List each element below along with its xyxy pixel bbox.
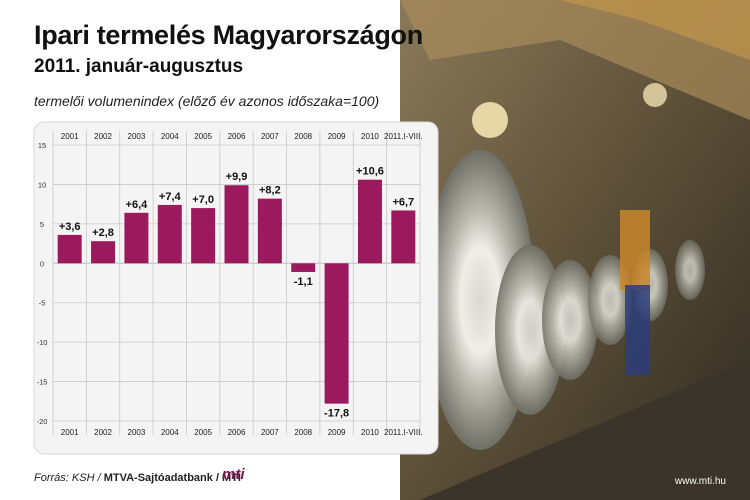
x-tick-label-top: 2005	[194, 132, 212, 141]
x-tick-label-top: 2001	[61, 132, 79, 141]
y-tick-label: 5	[40, 220, 44, 229]
source-bold: MTVA-Sajtóadatbank / MTI	[103, 472, 241, 484]
y-tick-label: -15	[37, 378, 48, 387]
x-tick-label-bottom: 2005	[194, 428, 212, 437]
data-label: +7,4	[159, 191, 182, 203]
data-label: +10,6	[356, 166, 384, 178]
bar	[224, 185, 249, 264]
bar	[257, 198, 282, 264]
bar	[391, 210, 416, 264]
data-label: -1,1	[294, 276, 313, 288]
x-tick-label-top: 2003	[128, 132, 146, 141]
data-label: +7,0	[192, 194, 214, 206]
data-label: +3,6	[59, 221, 81, 233]
x-tick-label-top: 2008	[294, 132, 312, 141]
chart-data-labels: +3,6 +2,8 +6,4 +7,4 +7,0 +9,9 +8,2 -1,1 -17,8 +10…	[59, 166, 414, 420]
chart-title: Ipari termelés Magyarországon	[34, 20, 423, 50]
x-tick-label-bottom: 2007	[261, 428, 279, 437]
mti-logo: mti	[222, 466, 245, 483]
website-link: www.mti.hu	[674, 476, 726, 487]
data-label: +8,2	[259, 185, 281, 197]
x-tick-label-top: 2010	[361, 132, 379, 141]
x-tick-label-top: 2002	[94, 132, 112, 141]
bar	[324, 263, 349, 404]
chart-y-axis: 15 10 5 0 -5 -10 -15 -20	[37, 141, 48, 426]
source-prefix: Forrás: KSH /	[34, 472, 104, 484]
chart-x-axis-bottom: 2001 2002 2003 2004 2005 2006 2007 2008 2009 2010…	[61, 428, 423, 437]
bar	[57, 234, 82, 264]
x-tick-label-bottom: 2011.I-VIII.	[384, 428, 423, 437]
chart-subtitle: 2011. január-augusztus	[34, 56, 244, 77]
data-label: +6,4	[126, 199, 149, 211]
bar	[124, 212, 149, 264]
x-tick-label-bottom: 2004	[161, 428, 179, 437]
bar	[91, 241, 116, 264]
y-tick-label: -5	[39, 299, 46, 308]
bar	[157, 204, 182, 264]
chart-x-axis-top: 2001 2002 2003 2004 2005 2006 2007 2008 2009 2010…	[61, 132, 423, 141]
chart-note: termelői volumenindex (előző év azonos i…	[34, 93, 380, 109]
x-tick-label-bottom: 2010	[361, 428, 379, 437]
y-tick-label: 15	[38, 141, 46, 150]
data-label: +6,7	[392, 196, 414, 208]
data-label: +9,9	[226, 171, 248, 183]
x-tick-label-bottom: 2008	[294, 428, 312, 437]
bar	[291, 263, 316, 272]
data-label: +2,8	[92, 227, 114, 239]
bar	[357, 179, 382, 264]
data-label: -17,8	[324, 408, 349, 420]
x-tick-label-bottom: 2009	[328, 428, 346, 437]
x-tick-label-top: 2007	[261, 132, 279, 141]
x-tick-label-top: 2004	[161, 132, 179, 141]
y-tick-label: -10	[37, 338, 48, 347]
x-tick-label-top: 2011.I-VIII.	[384, 132, 423, 141]
y-tick-label: 0	[40, 259, 44, 268]
x-tick-label-bottom: 2002	[94, 428, 112, 437]
x-tick-label-top: 2006	[228, 132, 246, 141]
x-tick-label-bottom: 2006	[228, 428, 246, 437]
chart-bars	[57, 179, 416, 404]
y-tick-label: -20	[37, 417, 48, 426]
x-tick-label-bottom: 2003	[128, 428, 146, 437]
bar	[191, 208, 216, 264]
x-tick-label-bottom: 2001	[61, 428, 79, 437]
x-tick-label-top: 2009	[328, 132, 346, 141]
y-tick-label: 10	[38, 180, 46, 189]
source-credit: Forrás: KSH / MTVA-Sajtóadatbank / MTI	[34, 472, 241, 484]
